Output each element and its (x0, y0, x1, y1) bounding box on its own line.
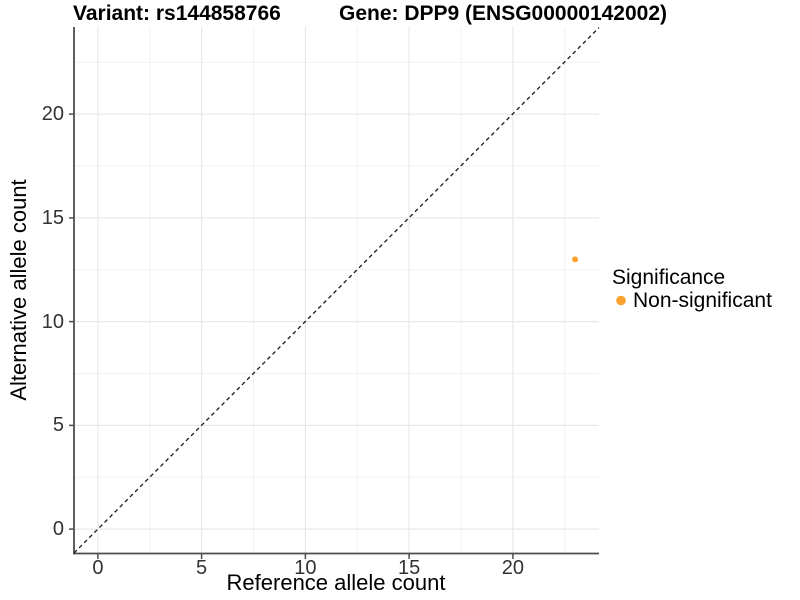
grid-major-lines (74, 27, 599, 553)
legend-title: Significance (612, 266, 726, 289)
y-tick-label-20: 20 (41, 103, 64, 125)
x-axis-title: Reference allele count (226, 570, 446, 595)
x-tick-label-15: 15 (397, 557, 421, 579)
x-tick-label-5: 5 (196, 557, 208, 579)
legend-key-dot (616, 295, 626, 306)
x-tick-label-10: 10 (294, 557, 317, 579)
data-point (572, 256, 579, 263)
y-tick-label-0: 0 (52, 518, 64, 540)
x-tick-label-20: 20 (501, 557, 525, 579)
y-tick-label-15: 15 (41, 207, 64, 229)
y-tick-label-5: 5 (52, 414, 64, 436)
legend-item-label: Non-significant (633, 289, 772, 312)
x-tick-label-0: 0 (92, 557, 104, 579)
y-tick-label-10: 10 (41, 311, 64, 333)
plot-title-variant: Variant: rs144858766 (73, 2, 281, 25)
axis-lines (73, 27, 599, 555)
identity-line (73, 27, 600, 554)
plot-title-gene: Gene: DPP9 (ENSG00000142002) (339, 2, 668, 25)
axis-tick-marks (69, 113, 514, 559)
